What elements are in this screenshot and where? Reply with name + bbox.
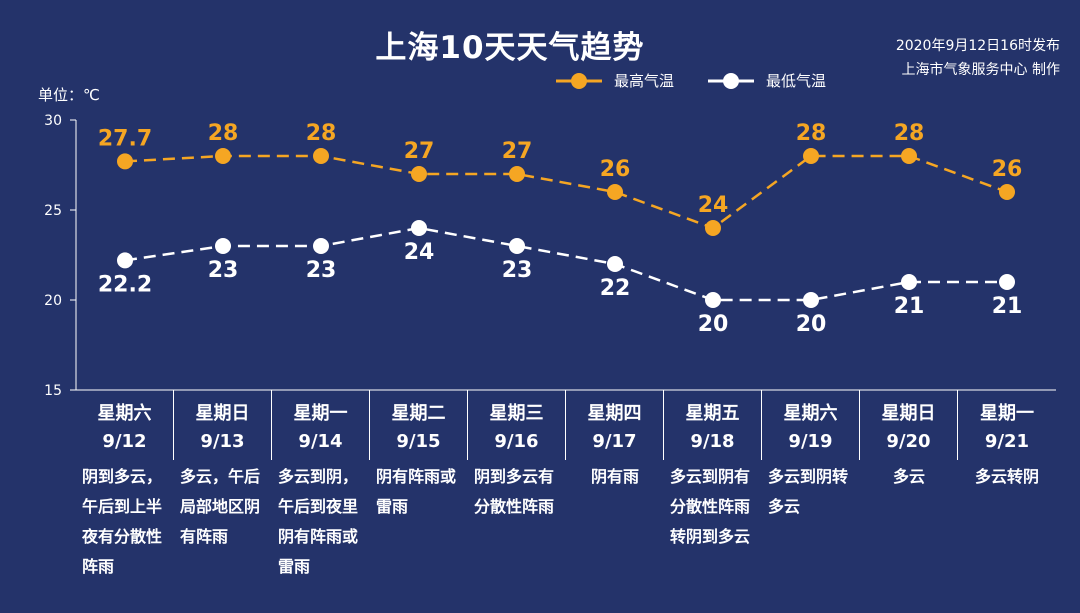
series-line <box>124 154 1008 230</box>
issued-by: 上海市气象服务中心 制作 <box>901 62 1060 78</box>
data-point <box>313 238 329 254</box>
data-point <box>411 220 427 236</box>
day-date: 9/12 <box>102 431 147 452</box>
weather-desc: 多云到阴有分散性阵雨转阴到多云 <box>670 467 751 546</box>
legend-swatch-marker <box>571 73 587 89</box>
data-label: 23 <box>208 258 239 283</box>
day-date: 9/14 <box>298 431 343 452</box>
day-date: 9/16 <box>494 431 539 452</box>
day-date: 9/13 <box>200 431 245 452</box>
day-cell: 星期二 9/15 <box>370 390 468 460</box>
day-weekday: 星期一 <box>293 403 348 424</box>
day-cell: 星期一 9/14 <box>272 390 370 460</box>
data-label: 23 <box>306 258 337 283</box>
data-label: 28 <box>894 121 925 146</box>
data-label: 22.2 <box>98 272 152 297</box>
data-label: 26 <box>600 157 631 182</box>
day-cell: 星期五 9/18 <box>664 390 762 460</box>
day-weekday: 星期二 <box>391 403 446 424</box>
day-date: 9/15 <box>396 431 441 452</box>
data-label: 23 <box>502 258 533 283</box>
day-cell: 星期四 9/17 <box>566 390 664 460</box>
data-point <box>411 166 427 182</box>
day-date: 9/19 <box>788 431 833 452</box>
data-point <box>999 184 1015 200</box>
y-tick-label: 20 <box>44 293 62 309</box>
data-label: 24 <box>698 193 729 218</box>
day-columns: 星期六 9/12 星期日 9/13 星期一 9/14 星期二 9/15 星期三 9/16 … <box>76 390 1056 460</box>
data-label: 26 <box>992 157 1023 182</box>
data-point <box>509 238 525 254</box>
day-weekday: 星期一 <box>980 403 1034 424</box>
day-weekday: 星期六 <box>783 403 838 424</box>
weather-desc: 多云，午后局部地区阴有阵雨 <box>180 467 261 546</box>
day-cell: 星期日 9/13 <box>174 390 272 460</box>
data-label: 21 <box>992 294 1023 319</box>
data-label: 28 <box>208 121 239 146</box>
y-tick-label: 15 <box>44 383 62 399</box>
day-weekday: 星期六 <box>97 403 152 424</box>
data-point <box>803 148 819 164</box>
data-point <box>901 148 917 164</box>
weather-desc: 多云到阴转多云 <box>768 467 849 516</box>
legend-label: 最低气温 <box>766 72 826 90</box>
data-point <box>607 256 623 272</box>
y-tick-label: 30 <box>44 113 62 129</box>
day-weekday: 星期日 <box>195 403 250 424</box>
day-weekday: 星期五 <box>685 403 740 424</box>
data-label: 22 <box>600 276 631 301</box>
day-weekday: 星期日 <box>881 403 936 424</box>
legend-label: 最高气温 <box>614 72 674 90</box>
data-label: 28 <box>306 121 337 146</box>
weather-desc: 阴有雨 <box>590 467 639 486</box>
data-point <box>215 148 231 164</box>
legend-swatch-marker <box>723 73 739 89</box>
day-cell: 星期日 9/20 <box>860 390 958 460</box>
data-point <box>607 184 623 200</box>
series-line <box>124 226 1007 302</box>
data-label: 27 <box>502 139 533 164</box>
data-label: 28 <box>796 121 827 146</box>
day-date: 9/20 <box>886 431 931 452</box>
day-date: 9/21 <box>984 431 1030 452</box>
data-point <box>117 153 133 170</box>
data-point <box>117 252 133 269</box>
day-date: 9/17 <box>592 431 637 452</box>
day-weekday: 星期三 <box>489 403 544 424</box>
day-cell: 星期六 9/12 <box>76 390 174 460</box>
y-tick-label: 25 <box>44 203 62 219</box>
data-label: 24 <box>404 240 435 265</box>
data-point <box>509 166 525 182</box>
data-point <box>803 292 819 308</box>
data-label: 21 <box>894 294 925 319</box>
day-weekday: 星期四 <box>587 403 642 424</box>
data-label: 20 <box>698 312 729 337</box>
data-point <box>901 274 917 290</box>
data-point <box>215 238 231 254</box>
day-cell: 星期一 9/21 <box>958 390 1056 460</box>
weather-desc: 阴到多云有分散性阵雨 <box>474 467 555 516</box>
data-label: 20 <box>796 312 827 337</box>
weather-desc: 阴有阵雨或雷雨 <box>376 467 457 516</box>
day-date: 9/18 <box>690 431 735 452</box>
unit-label: 单位：℃ <box>38 86 100 104</box>
weather-desc: 阴到多云，午后到上半夜有分散性阵雨 <box>82 467 163 576</box>
data-label: 27 <box>404 139 435 164</box>
data-point <box>705 292 721 308</box>
weather-desc: 多云到阴，午后到夜里阴有阵雨或雷雨 <box>278 467 359 576</box>
data-point <box>705 220 721 236</box>
data-point <box>313 148 329 164</box>
issued-info: 2020年9月12日16时发布 上海市气象服务中心 制作 <box>896 34 1060 82</box>
weather-desc: 多云转阴 <box>974 467 1039 486</box>
chart-title: 上海10天天气趋势 <box>375 30 645 66</box>
issued-time: 2020年9月12日16时发布 <box>895 38 1060 54</box>
data-label: 27.7 <box>98 126 152 151</box>
day-cell: 星期六 9/19 <box>762 390 860 460</box>
data-point <box>999 274 1015 290</box>
weather-descriptions: 阴到多云，午后到上半夜有分散性阵雨 多云，午后局部地区阴有阵雨 多云到阴，午后到… <box>76 462 1056 582</box>
day-cell: 星期三 9/16 <box>468 390 566 460</box>
weather-desc: 多云 <box>892 467 925 486</box>
